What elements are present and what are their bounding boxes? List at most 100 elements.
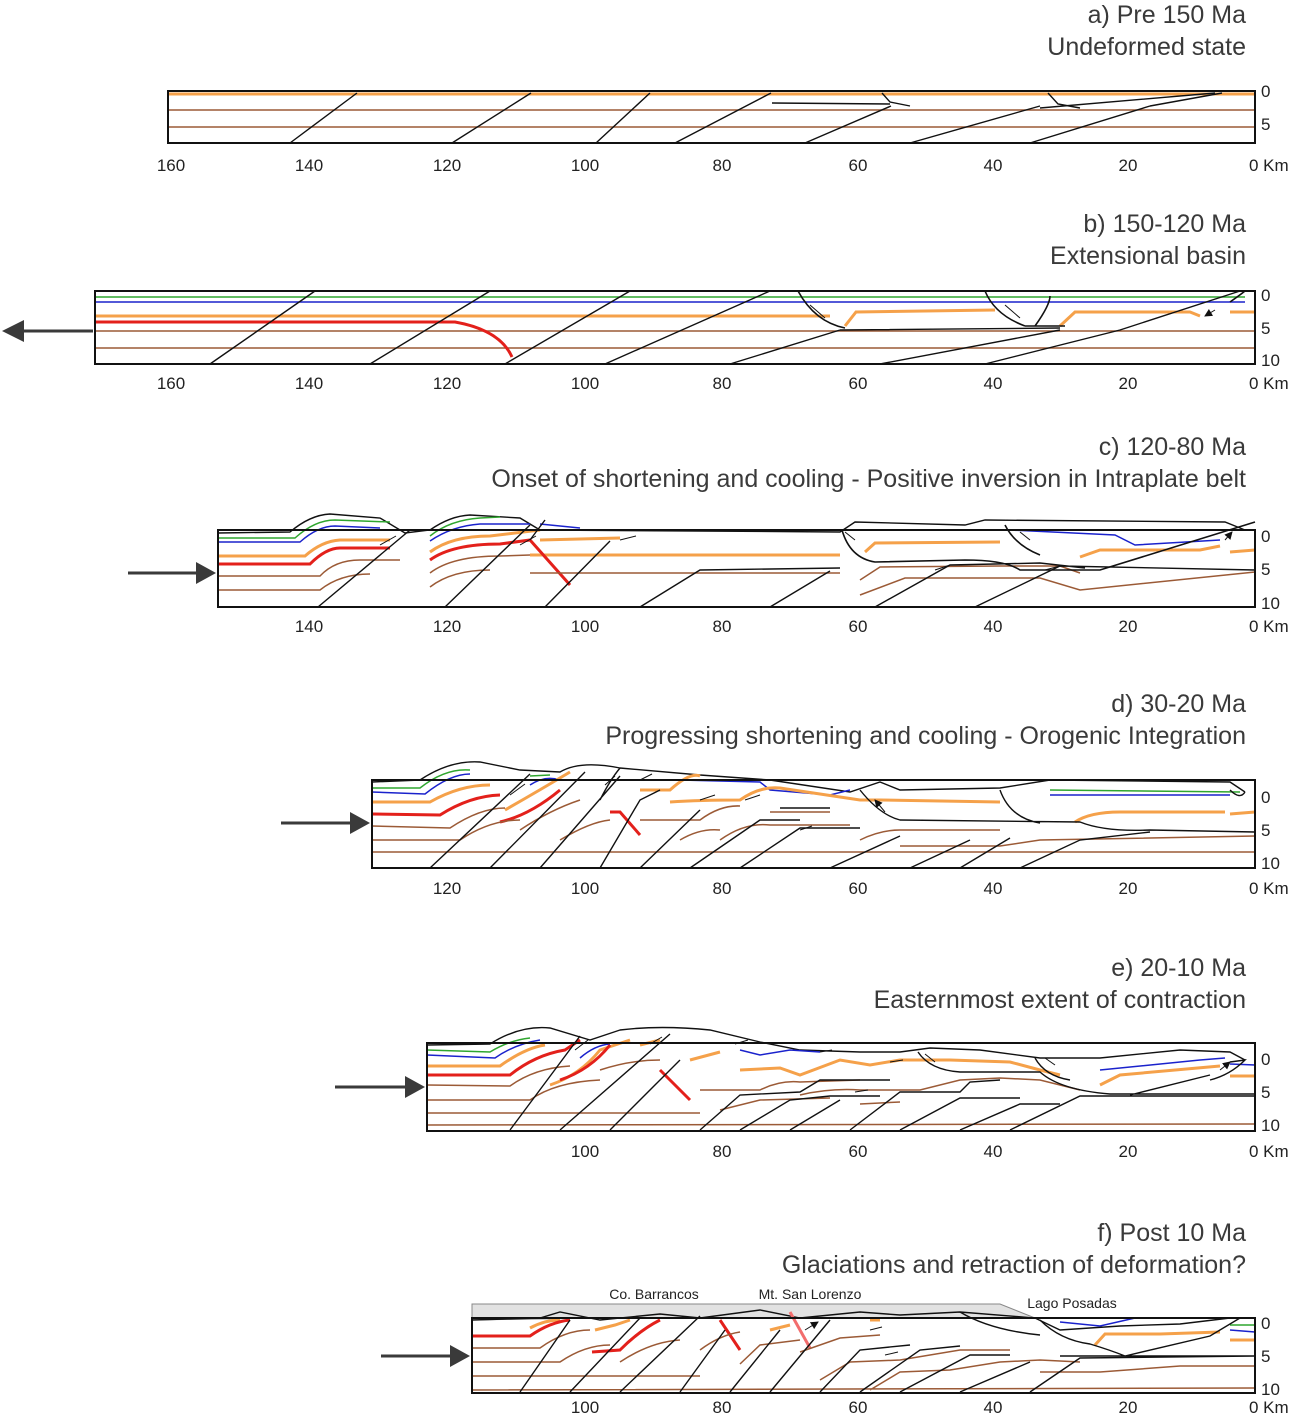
x-tick: 140 — [295, 156, 323, 175]
x-tick: 40 — [984, 1142, 1003, 1161]
panel-d-subtitle: Progressing shortening and cooling - Oro… — [605, 722, 1246, 750]
panel-b: b) 150-120 Ma Extensional basin 0 5 10 1… — [2, 210, 1289, 393]
x-tick: 20 — [1119, 1142, 1138, 1161]
panel-f-depth-axis: 0 5 10 — [1261, 1314, 1280, 1399]
panel-f-x-axis: 100 80 60 40 20 0 Km — [571, 1398, 1289, 1416]
panel-a-x-axis: 160 140 120 100 80 60 40 20 0 Km — [157, 156, 1289, 175]
panel-e-x-axis: 100 80 60 40 20 0 Km — [571, 1142, 1289, 1161]
x-tick: 20 — [1119, 879, 1138, 898]
extension-arrow-head — [2, 320, 24, 342]
x-tick: 100 — [571, 156, 599, 175]
x-tick: 40 — [984, 374, 1003, 393]
x-tick: 60 — [849, 156, 868, 175]
x-tick: 40 — [984, 1398, 1003, 1416]
x-tick: 100 — [571, 1398, 599, 1416]
x-tick: 60 — [849, 374, 868, 393]
panel-d: d) 30-20 Ma Progressing shortening and c… — [281, 690, 1289, 898]
compression-arrow-head — [350, 812, 370, 834]
panel-f-title: f) Post 10 Ma — [1097, 1219, 1246, 1247]
panel-b-section — [94, 290, 1256, 365]
depth-tick: 5 — [1261, 560, 1270, 579]
panel-d-section — [371, 761, 1256, 869]
panel-c: c) 120-80 Ma Onset of shortening and coo… — [128, 433, 1289, 636]
compression-arrow-head — [450, 1345, 470, 1367]
place-label-co-barrancos: Co. Barrancos — [609, 1286, 698, 1302]
panel-f-subtitle: Glaciations and retraction of deformatio… — [782, 1251, 1246, 1279]
panel-a-title: a) Pre 150 Ma — [1088, 1, 1247, 29]
depth-tick: 0 — [1261, 286, 1270, 305]
panel-c-x-axis: 140 120 100 80 60 40 20 0 Km — [295, 617, 1289, 636]
depth-tick: 10 — [1261, 594, 1280, 613]
x-tick: 0 Km — [1249, 156, 1289, 175]
panel-a-depth-axis: 0 5 — [1261, 82, 1270, 134]
depth-tick: 10 — [1261, 1116, 1280, 1135]
compression-arrow-head — [405, 1076, 425, 1098]
depth-tick: 0 — [1261, 1050, 1270, 1069]
x-tick: 40 — [984, 156, 1003, 175]
x-tick: 60 — [849, 1398, 868, 1416]
x-tick: 0 Km — [1249, 374, 1289, 393]
x-tick: 100 — [571, 879, 599, 898]
x-tick: 80 — [713, 617, 732, 636]
depth-tick: 10 — [1261, 1380, 1280, 1399]
depth-tick: 0 — [1261, 1314, 1270, 1333]
x-tick: 40 — [984, 879, 1003, 898]
depth-tick: 10 — [1261, 351, 1280, 370]
panel-b-x-axis: 160 140 120 100 80 60 40 20 0 Km — [157, 374, 1289, 393]
depth-tick: 10 — [1261, 854, 1280, 873]
panel-b-title: b) 150-120 Ma — [1083, 210, 1246, 238]
compression-arrow-head — [196, 562, 216, 584]
panel-c-section — [217, 513, 1256, 608]
x-tick: 60 — [849, 1142, 868, 1161]
panel-c-depth-axis: 0 5 10 — [1261, 527, 1280, 613]
x-tick: 160 — [157, 374, 185, 393]
x-tick: 140 — [295, 617, 323, 636]
panel-b-subtitle: Extensional basin — [1050, 242, 1246, 270]
x-tick: 60 — [849, 617, 868, 636]
x-tick: 160 — [157, 156, 185, 175]
panel-b-depth-axis: 0 5 10 — [1261, 286, 1280, 370]
x-tick: 80 — [713, 1142, 732, 1161]
x-tick: 80 — [713, 374, 732, 393]
depth-tick: 0 — [1261, 527, 1270, 546]
panel-d-title: d) 30-20 Ma — [1111, 690, 1246, 718]
panel-a-section — [167, 90, 1256, 144]
panel-f: f) Post 10 Ma Glaciations and retraction… — [381, 1219, 1289, 1416]
depth-tick: 5 — [1261, 1083, 1270, 1102]
x-tick: 20 — [1119, 1398, 1138, 1416]
depth-tick: 5 — [1261, 319, 1270, 338]
x-tick: 80 — [713, 156, 732, 175]
x-tick: 20 — [1119, 374, 1138, 393]
x-tick: 80 — [713, 879, 732, 898]
x-tick: 20 — [1119, 156, 1138, 175]
panel-f-section — [471, 1303, 1256, 1394]
panel-a-subtitle: Undeformed state — [1047, 33, 1246, 61]
depth-tick: 5 — [1261, 821, 1270, 840]
x-tick: 40 — [984, 617, 1003, 636]
x-tick: 20 — [1119, 617, 1138, 636]
x-tick: 0 Km — [1249, 879, 1289, 898]
x-tick: 120 — [433, 617, 461, 636]
panel-e: e) 20-10 Ma Easternmost extent of contra… — [335, 954, 1289, 1161]
depth-tick: 5 — [1261, 115, 1270, 134]
panel-c-title: c) 120-80 Ma — [1099, 433, 1246, 461]
panel-e-title: e) 20-10 Ma — [1111, 954, 1246, 982]
x-tick: 140 — [295, 374, 323, 393]
panel-a: a) Pre 150 Ma Undeformed state 0 5 160 1… — [157, 1, 1289, 175]
panel-e-depth-axis: 0 5 10 — [1261, 1050, 1280, 1135]
x-tick: 120 — [433, 879, 461, 898]
x-tick: 100 — [571, 1142, 599, 1161]
panel-e-subtitle: Easternmost extent of contraction — [874, 986, 1246, 1014]
panel-d-depth-axis: 0 5 10 — [1261, 788, 1280, 873]
x-tick: 100 — [571, 617, 599, 636]
panel-e-section — [426, 1026, 1256, 1132]
depth-tick: 5 — [1261, 1347, 1270, 1366]
place-label-mt-san-lorenzo: Mt. San Lorenzo — [759, 1286, 862, 1302]
panel-d-x-axis: 120 100 80 60 40 20 0 Km — [433, 879, 1289, 898]
x-tick: 0 Km — [1249, 617, 1289, 636]
x-tick: 120 — [433, 374, 461, 393]
x-tick: 120 — [433, 156, 461, 175]
x-tick: 0 Km — [1249, 1142, 1289, 1161]
panel-c-subtitle: Onset of shortening and cooling - Positi… — [491, 465, 1246, 493]
